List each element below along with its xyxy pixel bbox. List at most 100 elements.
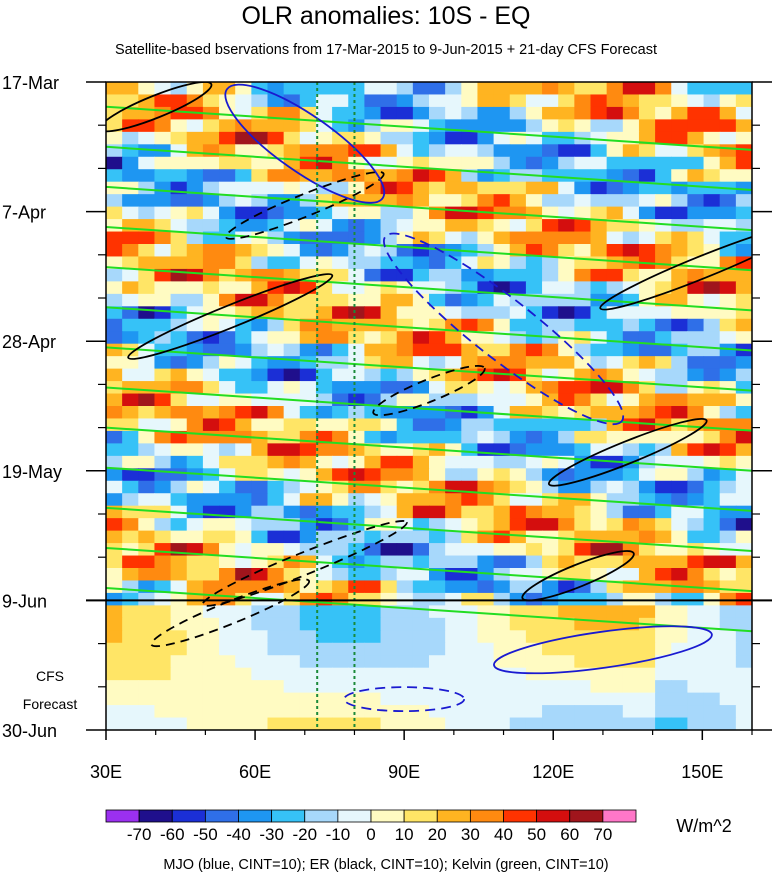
anomaly-cell: [477, 156, 495, 170]
anomaly-cell: [509, 256, 527, 270]
anomaly-cell: [283, 306, 301, 320]
anomaly-cell: [170, 630, 188, 644]
anomaly-cell: [106, 131, 123, 145]
anomaly-cell: [606, 106, 624, 120]
colorbar-label: -60: [160, 825, 185, 844]
anomaly-cell: [332, 256, 349, 270]
anomaly-cell: [235, 705, 252, 719]
anomaly-cell: [106, 468, 123, 482]
x-tick-label: 60E: [239, 762, 271, 782]
anomaly-cell: [509, 331, 527, 345]
anomaly-cell: [283, 418, 301, 432]
anomaly-cell: [219, 580, 236, 594]
anomaly-cell: [186, 680, 204, 694]
anomaly-cell: [606, 667, 624, 681]
anomaly-cell: [299, 256, 317, 270]
anomaly-cell: [219, 169, 236, 183]
anomaly-cell: [364, 82, 382, 96]
anomaly-cell: [138, 518, 156, 532]
anomaly-cell: [202, 505, 220, 519]
anomaly-cell: [719, 430, 737, 444]
anomaly-cell: [558, 368, 575, 382]
anomaly-cell: [219, 206, 236, 220]
anomaly-cell: [542, 680, 559, 694]
anomaly-cell: [493, 555, 511, 569]
anomaly-cell: [412, 468, 430, 482]
anomaly-cell: [235, 131, 252, 145]
anomaly-cell: [606, 244, 624, 258]
anomaly-cell: [574, 306, 592, 320]
anomaly-cell: [380, 293, 398, 307]
anomaly-cell: [525, 119, 543, 133]
anomaly-cell: [542, 642, 559, 656]
colorbar-label: -30: [259, 825, 284, 844]
anomaly-cell: [735, 306, 752, 320]
anomaly-cell: [332, 181, 349, 195]
anomaly-cell: [283, 119, 301, 133]
anomaly-cell: [525, 106, 543, 120]
anomaly-cell: [219, 418, 236, 432]
anomaly-cell: [412, 82, 430, 96]
anomaly-cell: [202, 256, 220, 270]
anomaly-cell: [509, 617, 527, 631]
anomaly-cell: [735, 144, 752, 158]
anomaly-cell: [348, 219, 365, 233]
anomaly-cell: [671, 393, 688, 407]
anomaly-cell: [138, 568, 156, 582]
anomaly-cell: [154, 480, 172, 494]
anomaly-cell: [509, 430, 527, 444]
anomaly-cell: [606, 630, 624, 644]
anomaly-cell: [106, 82, 123, 96]
anomaly-cell: [348, 555, 365, 569]
anomaly-cell: [735, 318, 752, 332]
anomaly-cell: [154, 206, 172, 220]
anomaly-cell: [525, 605, 543, 619]
anomaly-cell: [703, 580, 721, 594]
anomaly-cell: [380, 455, 398, 469]
anomaly-cell: [154, 194, 172, 208]
anomaly-cell: [364, 381, 382, 395]
anomaly-cell: [283, 82, 301, 96]
anomaly-cell: [186, 617, 204, 631]
anomaly-cell: [122, 717, 139, 730]
anomaly-cell: [590, 82, 608, 96]
anomaly-cell: [687, 231, 705, 245]
anomaly-cell: [396, 256, 414, 270]
anomaly-cell: [687, 194, 705, 208]
anomaly-cell: [332, 393, 349, 407]
anomaly-cell: [186, 655, 204, 669]
anomaly-cell: [235, 580, 252, 594]
anomaly-cell: [283, 705, 301, 719]
anomaly-cell: [622, 680, 640, 694]
anomaly-cell: [348, 206, 365, 220]
anomaly-cell: [122, 206, 139, 220]
anomaly-cell: [687, 642, 705, 656]
anomaly-cell: [622, 119, 640, 133]
anomaly-cell: [122, 443, 139, 457]
anomaly-cell: [235, 543, 252, 557]
anomaly-cell: [251, 131, 269, 145]
anomaly-cell: [106, 194, 123, 208]
anomaly-cell: [364, 231, 382, 245]
kelvin-contour: [106, 587, 752, 633]
anomaly-cell: [542, 493, 559, 507]
anomaly-cell: [122, 194, 139, 208]
anomaly-cell: [461, 219, 479, 233]
anomaly-cell: [703, 717, 721, 730]
anomaly-cell: [477, 493, 495, 507]
anomaly-cell: [687, 106, 705, 120]
anomaly-cell: [477, 568, 495, 582]
anomaly-cell: [606, 493, 624, 507]
anomaly-cell: [461, 655, 479, 669]
anomaly-cell: [396, 680, 414, 694]
anomaly-cell: [493, 717, 511, 730]
anomaly-cell: [429, 281, 446, 295]
anomaly-cell: [154, 443, 172, 457]
anomaly-cell: [671, 406, 688, 420]
anomaly-cell: [315, 705, 333, 719]
anomaly-cell: [461, 331, 479, 345]
anomaly-cell: [219, 667, 236, 681]
anomaly-cell: [525, 268, 543, 282]
anomaly-cell: [235, 106, 252, 120]
anomaly-cell: [638, 505, 656, 519]
